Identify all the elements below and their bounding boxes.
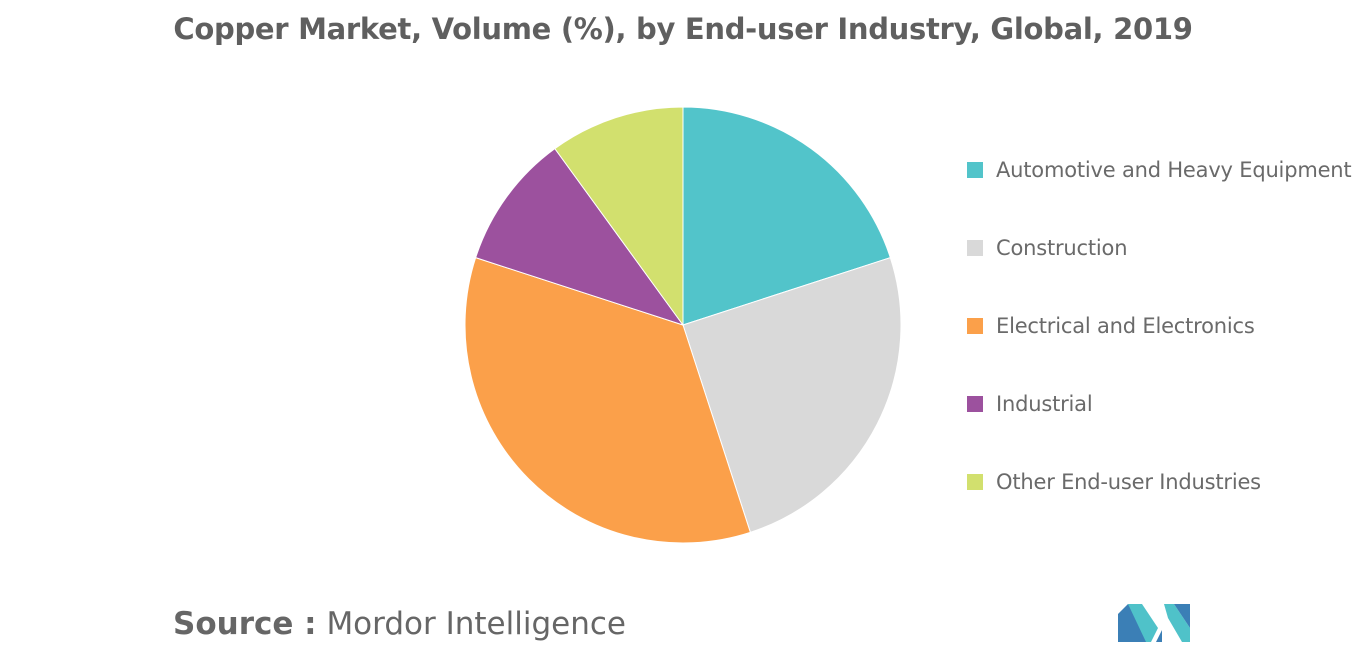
legend-label: Automotive and Heavy Equipment xyxy=(996,158,1352,182)
legend-swatch xyxy=(967,396,983,412)
source-note: Source : Mordor Intelligence xyxy=(173,606,626,642)
pie-slice-3 xyxy=(475,147,685,326)
legend-swatch xyxy=(967,318,983,334)
legend-label: Construction xyxy=(996,236,1128,260)
mordor-intelligence-logo-icon xyxy=(1118,604,1190,642)
source-value: Mordor Intelligence xyxy=(326,606,626,642)
pie-slice-2 xyxy=(464,257,751,544)
legend-label: Electrical and Electronics xyxy=(996,314,1255,338)
legend-label: Industrial xyxy=(996,392,1093,416)
legend-swatch xyxy=(967,474,983,490)
pie-slice-4 xyxy=(554,106,684,327)
pie-slice-1 xyxy=(682,257,902,533)
legend-label: Other End-user Industries xyxy=(996,470,1261,494)
pie-slice-0 xyxy=(682,106,891,326)
legend-swatch xyxy=(967,240,983,256)
chart-title: Copper Market, Volume (%), by End-user I… xyxy=(173,12,1193,46)
source-label: Source : xyxy=(173,606,317,642)
legend-swatch xyxy=(967,162,983,178)
